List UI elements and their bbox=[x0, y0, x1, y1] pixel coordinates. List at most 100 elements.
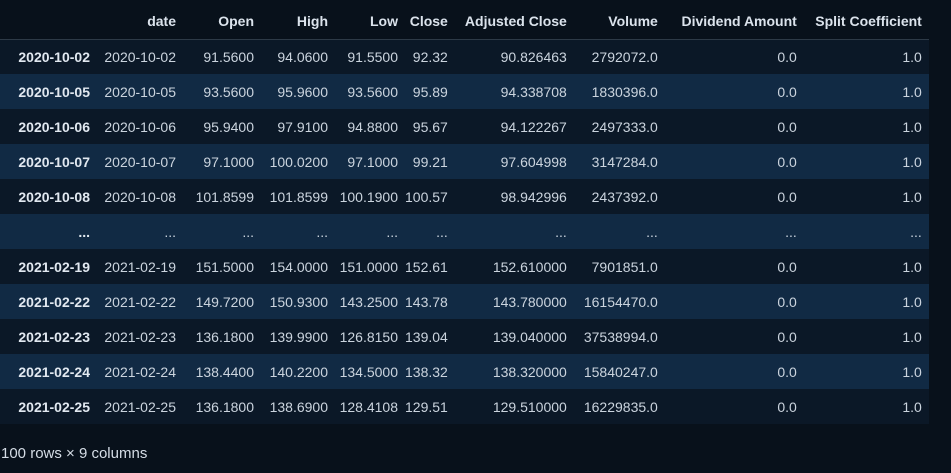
column-header-dividend-amount: Dividend Amount bbox=[664, 4, 804, 40]
cell-adjusted-close: 97.604998 bbox=[500, 153, 567, 170]
cell-low: 126.8150 bbox=[339, 328, 398, 345]
cell-close: 138.32 bbox=[405, 363, 448, 380]
cell-adjusted-close: 129.510000 bbox=[492, 398, 567, 415]
cell-dividend-amount: 0.0 bbox=[777, 153, 797, 170]
cell-date: 2021-02-25 bbox=[104, 398, 176, 415]
column-header-open: Open bbox=[183, 4, 261, 40]
cell-split-coefficient: 1.0 bbox=[902, 363, 922, 380]
cell-adjusted-close: 152.610000 bbox=[492, 258, 567, 275]
column-header-close: Close bbox=[405, 4, 455, 40]
cell-date: 2021-02-22 bbox=[104, 293, 176, 310]
row-index-label: 2020-10-06 bbox=[18, 118, 90, 135]
cell-split-coefficient: 1.0 bbox=[902, 118, 922, 135]
cell-adjusted-close: 94.122267 bbox=[500, 118, 567, 135]
column-header-adjusted-close: Adjusted Close bbox=[454, 4, 574, 40]
cell-date: 2020-10-06 bbox=[104, 118, 176, 135]
cell-date: ... bbox=[164, 223, 176, 240]
cell-high: 97.9100 bbox=[277, 118, 328, 135]
cell-volume: 15840247.0 bbox=[583, 363, 658, 380]
cell-close: 95.67 bbox=[412, 118, 448, 135]
cell-close: 129.51 bbox=[405, 398, 448, 415]
cell-close: 99.21 bbox=[412, 153, 448, 170]
cell-close: 139.04 bbox=[405, 328, 448, 345]
cell-low: 93.5600 bbox=[347, 83, 398, 100]
row-index-label: 2020-10-05 bbox=[18, 83, 90, 100]
cell-open: 101.8599 bbox=[195, 188, 254, 205]
cell-low: 143.2500 bbox=[339, 293, 398, 310]
row-index-label: 2021-02-25 bbox=[18, 398, 90, 415]
cell-close: ... bbox=[436, 223, 448, 240]
cell-high: 94.0600 bbox=[277, 48, 328, 65]
cell-adjusted-close: 98.942996 bbox=[500, 188, 567, 205]
cell-dividend-amount: 0.0 bbox=[777, 398, 797, 415]
row-index-label: 2020-10-07 bbox=[18, 153, 90, 170]
header-row: date Open High Low Close Adjusted Close Volume… bbox=[0, 4, 929, 40]
table-row: 2021-02-19 2021-02-19 151.5000 154.0000 151.… bbox=[0, 249, 929, 284]
row-index-label: 2021-02-24 bbox=[18, 363, 90, 380]
cell-dividend-amount: 0.0 bbox=[777, 363, 797, 380]
cell-dividend-amount: 0.0 bbox=[777, 83, 797, 100]
cell-dividend-amount: 0.0 bbox=[777, 328, 797, 345]
cell-date: 2020-10-05 bbox=[104, 83, 176, 100]
cell-close: 152.61 bbox=[405, 258, 448, 275]
table-body: 2020-10-02 2020-10-02 91.5600 94.0600 91.550… bbox=[0, 39, 929, 424]
cell-close: 100.57 bbox=[405, 188, 448, 205]
cell-split-coefficient: 1.0 bbox=[902, 398, 922, 415]
cell-split-coefficient: 1.0 bbox=[902, 293, 922, 310]
cell-adjusted-close: 138.320000 bbox=[492, 363, 567, 380]
column-header-date: date bbox=[97, 4, 183, 40]
cell-split-coefficient: ... bbox=[910, 223, 922, 240]
cell-split-coefficient: 1.0 bbox=[902, 258, 922, 275]
cell-adjusted-close: 94.338708 bbox=[500, 83, 567, 100]
cell-low: 128.4108 bbox=[339, 398, 398, 415]
table-row: 2021-02-25 2021-02-25 136.1800 138.6900 128.… bbox=[0, 389, 929, 424]
cell-volume: 16154470.0 bbox=[583, 293, 658, 310]
cell-low: 134.5000 bbox=[339, 363, 398, 380]
cell-high: 150.9300 bbox=[269, 293, 328, 310]
cell-split-coefficient: 1.0 bbox=[902, 328, 922, 345]
row-index-label: 2020-10-08 bbox=[18, 188, 90, 205]
cell-high: 138.6900 bbox=[269, 398, 328, 415]
column-header-volume: Volume bbox=[573, 4, 665, 40]
cell-split-coefficient: 1.0 bbox=[902, 188, 922, 205]
column-header-high: High bbox=[261, 4, 335, 40]
cell-high: 95.9600 bbox=[277, 83, 328, 100]
column-header-index bbox=[0, 4, 97, 40]
cell-open: 93.5600 bbox=[203, 83, 254, 100]
cell-volume: 1830396.0 bbox=[591, 83, 658, 100]
cell-low: 94.8800 bbox=[347, 118, 398, 135]
row-index-label: 2020-10-02 bbox=[18, 48, 90, 65]
cell-open: 138.4400 bbox=[195, 363, 254, 380]
table-row: 2021-02-22 2021-02-22 149.7200 150.9300 143.… bbox=[0, 284, 929, 319]
cell-split-coefficient: 1.0 bbox=[902, 48, 922, 65]
cell-open: 91.5600 bbox=[203, 48, 254, 65]
cell-date: 2020-10-08 bbox=[104, 188, 176, 205]
cell-volume: 2497333.0 bbox=[591, 118, 658, 135]
cell-high: 101.8599 bbox=[269, 188, 328, 205]
cell-open: 136.1800 bbox=[195, 328, 254, 345]
cell-dividend-amount: ... bbox=[785, 223, 797, 240]
table-row: 2020-10-02 2020-10-02 91.5600 94.0600 91.550… bbox=[0, 39, 929, 74]
cell-close: 92.32 bbox=[412, 48, 448, 65]
table-row: 2020-10-07 2020-10-07 97.1000 100.0200 97.10… bbox=[0, 144, 929, 179]
cell-open: ... bbox=[242, 223, 254, 240]
cell-dividend-amount: 0.0 bbox=[777, 118, 797, 135]
cell-open: 95.9400 bbox=[203, 118, 254, 135]
cell-dividend-amount: 0.0 bbox=[777, 188, 797, 205]
cell-open: 97.1000 bbox=[203, 153, 254, 170]
cell-dividend-amount: 0.0 bbox=[777, 258, 797, 275]
cell-date: 2020-10-02 bbox=[104, 48, 176, 65]
cell-high: 140.2200 bbox=[269, 363, 328, 380]
cell-close: 143.78 bbox=[405, 293, 448, 310]
cell-dividend-amount: 0.0 bbox=[777, 48, 797, 65]
row-index-label: ... bbox=[78, 223, 90, 240]
cell-low: 91.5500 bbox=[347, 48, 398, 65]
cell-low: 151.0000 bbox=[339, 258, 398, 275]
cell-close: 95.89 bbox=[412, 83, 448, 100]
cell-adjusted-close: 90.826463 bbox=[500, 48, 567, 65]
dataframe-table: date Open High Low Close Adjusted Close Volume… bbox=[0, 4, 929, 424]
row-index-label: 2021-02-19 bbox=[18, 258, 90, 275]
cell-volume: 3147284.0 bbox=[591, 153, 658, 170]
cell-high: ... bbox=[316, 223, 328, 240]
